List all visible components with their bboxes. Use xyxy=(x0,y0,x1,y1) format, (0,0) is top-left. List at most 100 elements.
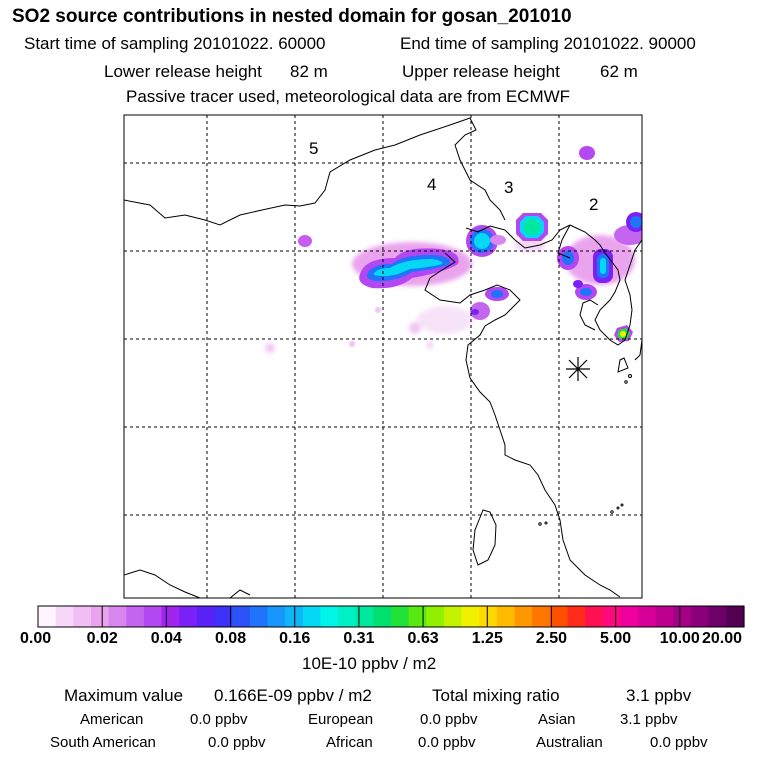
colorbar-swatch xyxy=(426,606,445,627)
plume-spot xyxy=(600,258,606,274)
colorbar-tick-label: 0.16 xyxy=(279,630,311,647)
colorbar-swatch xyxy=(496,606,516,627)
colorbar-tick-label: 0.08 xyxy=(214,630,247,647)
colorbar-swatch xyxy=(638,606,657,627)
colorbar-swatch xyxy=(585,606,604,627)
colorbar-swatch xyxy=(549,606,569,627)
colorbar-tick-label: 0.31 xyxy=(343,630,375,647)
sector-label: 5 xyxy=(309,139,318,158)
colorbar-tick-label: 2.50 xyxy=(535,630,568,647)
total-mixing-value: 3.1 ppbv xyxy=(626,686,692,705)
region-value: 0.0 ppbv xyxy=(420,711,478,728)
lower-height-value: 82 m xyxy=(290,62,328,81)
plume-spot xyxy=(562,251,574,265)
plume-faint xyxy=(265,343,275,353)
sector-label: 3 xyxy=(504,178,513,197)
region-value: 0.0 ppbv xyxy=(208,734,266,751)
colorbar-swatch xyxy=(532,606,551,627)
plume-west-core xyxy=(373,259,443,277)
start-time-label: Start time of sampling 20101022. 60000 xyxy=(24,34,326,53)
colorbar xyxy=(37,605,745,628)
colorbar-swatch xyxy=(620,606,639,627)
region-value: 0.0 ppbv xyxy=(650,734,708,751)
end-time-label: End time of sampling 20101022. 90000 xyxy=(400,34,696,53)
colorbar-swatch xyxy=(373,606,392,627)
colorbar-swatch xyxy=(673,606,692,627)
colorbar-swatch xyxy=(602,606,622,627)
plume-faint xyxy=(427,341,433,349)
coastline xyxy=(124,117,642,598)
region-name: Asian xyxy=(538,711,576,728)
map-panel xyxy=(124,115,642,598)
colorbar-swatch xyxy=(461,606,480,627)
colorbar-swatch xyxy=(691,606,710,627)
plume-faint xyxy=(349,341,355,347)
max-value: 0.166E-09 ppbv / m2 xyxy=(214,686,372,705)
colorbar-swatch xyxy=(567,606,586,627)
region-name: European xyxy=(308,711,374,728)
region-value: 0.0 ppbv xyxy=(190,711,248,728)
region-value: 0.0 ppbv xyxy=(418,734,476,751)
colorbar-tick-label: 20.00 xyxy=(702,630,743,647)
region-value: 3.1 ppbv xyxy=(620,711,678,728)
plume-hotspot xyxy=(474,233,490,249)
colorbar-swatch xyxy=(267,606,286,627)
plume-spot xyxy=(491,290,503,298)
map-frame xyxy=(123,114,643,599)
plume-faint xyxy=(409,322,421,334)
colorbar-unit: 10E-10 ppbv / m2 xyxy=(302,654,437,673)
colorbar-tick-label: 0.00 xyxy=(20,630,52,647)
concentration-field xyxy=(265,146,642,353)
colorbar-swatch xyxy=(232,606,251,627)
region-name: American xyxy=(80,711,144,728)
plume-spot xyxy=(579,146,595,160)
colorbar-swatch xyxy=(108,606,127,627)
sector-label: 2 xyxy=(589,195,598,214)
plume-hotspot xyxy=(620,331,626,337)
colorbar-swatch xyxy=(443,606,463,627)
colorbar-swatch xyxy=(143,606,163,627)
colorbar-swatch xyxy=(391,606,410,627)
plume-spot xyxy=(580,288,592,296)
max-value-label: Maximum value xyxy=(64,686,184,705)
colorbar-swatch xyxy=(355,606,374,627)
colorbar-swatch xyxy=(320,606,339,627)
lower-height-label: Lower release height xyxy=(104,62,262,81)
colorbar-swatch xyxy=(302,606,321,627)
grid-lines xyxy=(124,115,642,598)
colorbar-swatch xyxy=(655,606,674,627)
plume-faint xyxy=(375,307,381,313)
region-name: African xyxy=(326,734,373,751)
colorbar-swatch xyxy=(73,606,92,627)
asterisk-icon xyxy=(566,357,590,381)
colorbar-tick-label: 0.04 xyxy=(150,630,182,647)
colorbar-swatch xyxy=(126,606,145,627)
colorbar-swatch xyxy=(726,606,745,627)
colorbar-swatch xyxy=(196,606,216,627)
colorbar-tick-label: 0.02 xyxy=(86,630,118,647)
sector-label: 4 xyxy=(427,175,436,194)
colorbar-swatch xyxy=(161,606,180,627)
colorbar-swatch xyxy=(55,606,74,627)
colorbar-swatch xyxy=(179,606,198,627)
colorbar-tick-label: 5.00 xyxy=(600,630,632,647)
passive-tracer-note: Passive tracer used, meteorological data… xyxy=(126,87,571,106)
upper-height-label: Upper release height xyxy=(402,62,560,81)
colorbar-swatch xyxy=(249,606,269,627)
plume-spot xyxy=(471,309,479,315)
plume-spot xyxy=(630,216,642,228)
colorbar-swatch xyxy=(408,606,427,627)
colorbar-tick-label: 10.00 xyxy=(659,630,700,647)
plume-faint xyxy=(514,238,546,252)
colorbar-tick-label: 1.25 xyxy=(471,630,503,647)
colorbar-swatch xyxy=(479,606,498,627)
page-title: SO2 source contributions in nested domai… xyxy=(12,6,572,27)
plume-spot xyxy=(298,235,312,247)
region-name: Australian xyxy=(536,734,603,751)
plume-spot xyxy=(470,302,490,320)
plume-spot xyxy=(490,235,506,245)
plume-hotspot xyxy=(524,219,540,235)
colorbar-swatch xyxy=(38,606,57,627)
colorbar-tick-label: 0.63 xyxy=(407,630,439,647)
